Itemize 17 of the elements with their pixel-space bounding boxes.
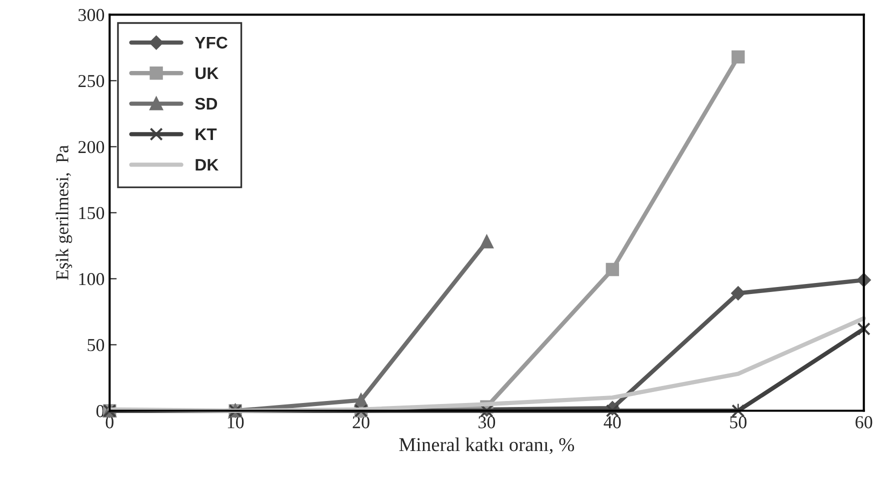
x-tick-label: 30 [478,416,496,428]
y-tick-label: 50 [88,339,104,352]
x-tick-label: 40 [604,416,621,428]
y-tick-label: 300 [78,8,104,22]
y-tick-label: 200 [78,140,104,154]
y-tick-label: 100 [79,272,104,286]
legend-label: YFC [194,36,228,49]
legend-label: SD [195,98,218,110]
y-tick-label: 150 [79,206,104,220]
legend-label: DK [196,159,219,171]
legend-label: KT [196,128,217,140]
legend-label: UK [196,67,219,80]
x-tick-label: 50 [730,416,746,428]
x-tick-label: 60 [856,416,872,428]
y-tick-label: 250 [78,74,104,88]
y-axis-title: Eşik gerilmesi, Pa [56,145,72,280]
x-axis-title: Mineral katkı oranı, % [399,438,574,454]
